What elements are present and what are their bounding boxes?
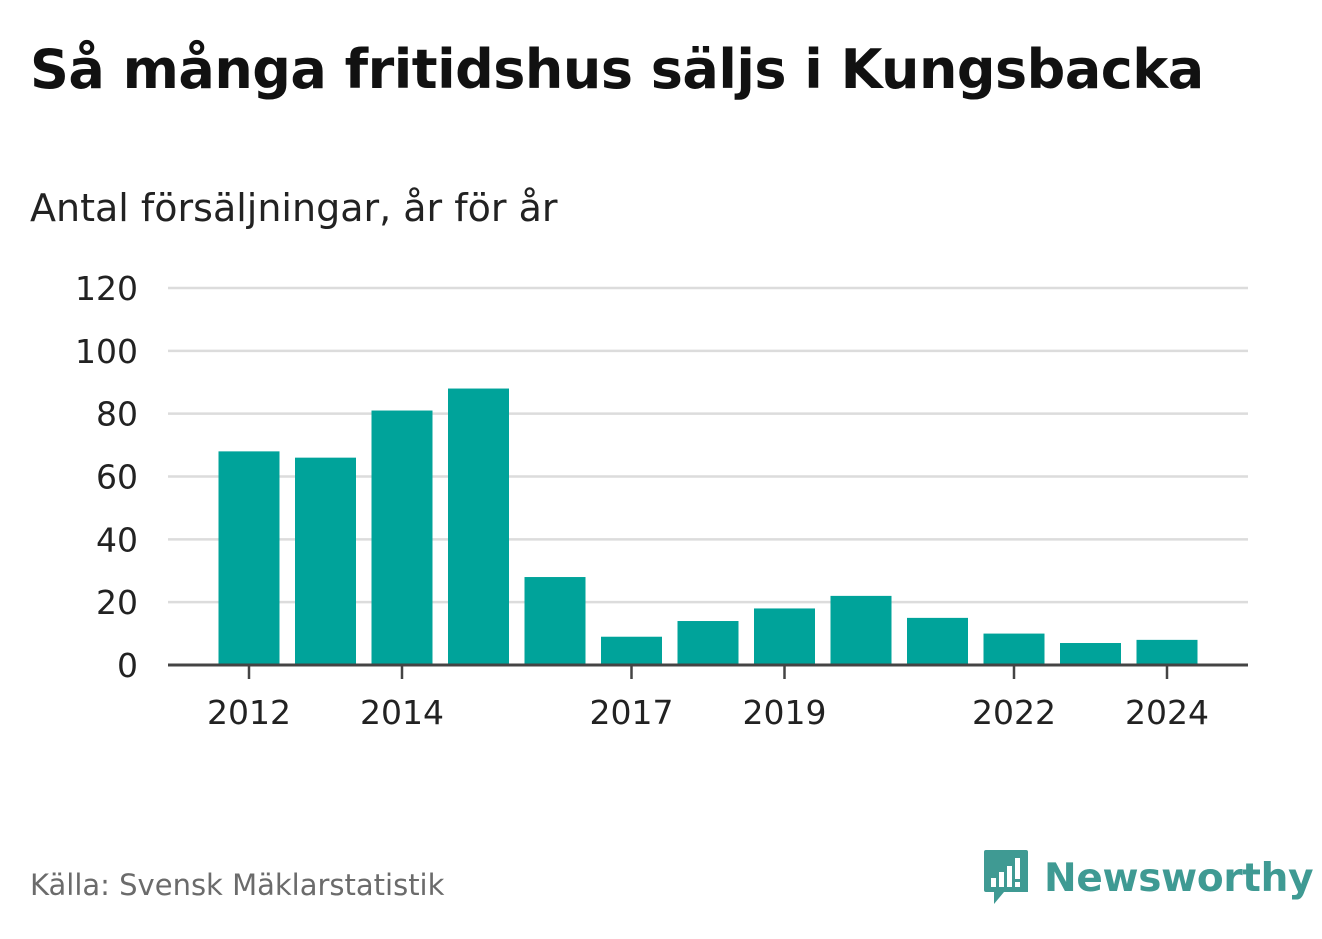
bar-2023 <box>1060 643 1121 665</box>
source-note: Källa: Svensk Mäklarstatistik <box>30 868 445 902</box>
brand-name: Newsworthy <box>1044 855 1314 901</box>
bar-2013 <box>295 457 356 665</box>
bar-2019 <box>754 608 815 665</box>
x-tick-label: 2014 <box>360 693 444 732</box>
bar-2021 <box>907 617 968 665</box>
bar-2012 <box>218 451 280 665</box>
y-tick-label: 0 <box>117 646 138 685</box>
x-tick-label: 2019 <box>743 693 827 732</box>
chart-subtitle: Antal försäljningar, år för år <box>30 186 558 230</box>
bar-2020 <box>830 595 892 665</box>
y-tick-label: 120 <box>75 269 138 308</box>
y-axis-ticks: 0 20 40 60 80 100 120 <box>75 269 138 685</box>
y-tick-label: 60 <box>96 458 138 497</box>
bar-2016 <box>524 577 586 665</box>
y-tick-label: 40 <box>96 520 138 559</box>
bars <box>218 388 1198 665</box>
y-tick-label: 20 <box>96 583 138 622</box>
brand-logo: Newsworthy <box>982 848 1314 908</box>
x-tick-label: 2012 <box>207 693 291 732</box>
x-axis-ticks: 2012 2014 2017 2019 2022 2024 <box>207 665 1209 732</box>
x-tick-label: 2024 <box>1125 693 1209 732</box>
chart-title: Så många fritidshus säljs i Kungsbacka <box>30 38 1204 101</box>
bar-2014 <box>371 410 433 665</box>
newsworthy-logo-icon <box>984 850 1028 904</box>
bar-2015 <box>448 388 509 665</box>
bar-2024 <box>1136 639 1198 665</box>
x-tick-label: 2017 <box>590 693 674 732</box>
bar-2017 <box>601 636 662 665</box>
y-tick-label: 100 <box>75 332 138 371</box>
bar-chart: 0 20 40 60 80 100 120 2012 2014 2017 2019 2022 2024 <box>75 269 1248 732</box>
x-tick-label: 2022 <box>972 693 1056 732</box>
bar-2018 <box>677 621 739 665</box>
y-tick-label: 80 <box>96 395 138 434</box>
bar-2022 <box>983 633 1045 665</box>
